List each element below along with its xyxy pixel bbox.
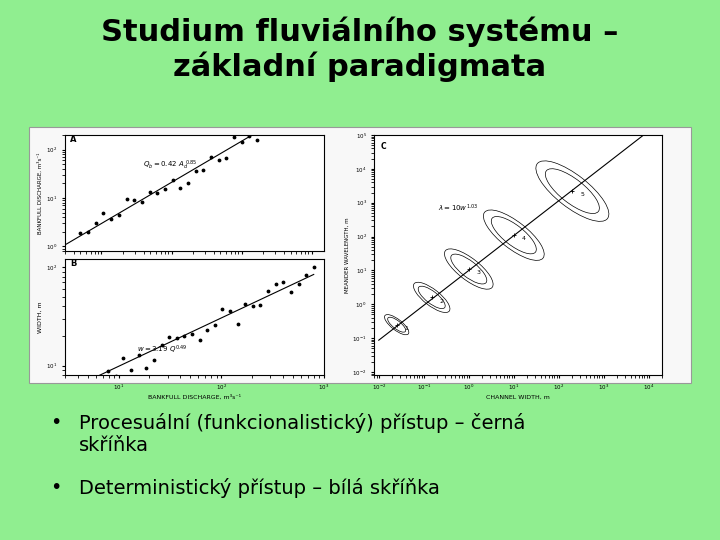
Text: Studium fluviálního systému –
základní paradigmata: Studium fluviálního systému – základní p…	[102, 16, 618, 82]
Y-axis label: WIDTH, m: WIDTH, m	[38, 301, 43, 333]
X-axis label: DRAINAGE AREA, km²: DRAINAGE AREA, km²	[161, 271, 228, 276]
Text: •: •	[50, 413, 62, 432]
Text: $Q_b = 0.42\ A_d^{\ 0.85}$: $Q_b = 0.42\ A_d^{\ 0.85}$	[143, 159, 197, 172]
Text: 2: 2	[440, 299, 444, 303]
Text: 4: 4	[522, 237, 526, 241]
Y-axis label: BANKFULL DISCHARGE, m³s⁻¹: BANKFULL DISCHARGE, m³s⁻¹	[38, 152, 43, 234]
Text: 1: 1	[405, 326, 408, 331]
Y-axis label: MEANDER WAVELENGTH, m: MEANDER WAVELENGTH, m	[345, 217, 350, 293]
FancyBboxPatch shape	[29, 127, 691, 383]
X-axis label: CHANNEL WIDTH, m: CHANNEL WIDTH, m	[487, 395, 550, 400]
X-axis label: BANKFULL DISCHARGE, m³s⁻¹: BANKFULL DISCHARGE, m³s⁻¹	[148, 395, 241, 400]
Text: $\lambda = 10w^{1.03}$: $\lambda = 10w^{1.03}$	[438, 203, 478, 214]
Text: C: C	[380, 142, 386, 151]
Text: 3: 3	[477, 271, 481, 275]
Text: A: A	[70, 135, 76, 144]
Text: $w = 3.19\ Q^{0.49}$: $w = 3.19\ Q^{0.49}$	[138, 343, 188, 355]
Text: Deterministický přístup – bílá skříňka: Deterministický přístup – bílá skříňka	[79, 478, 440, 498]
Text: 5: 5	[580, 192, 584, 198]
Text: •: •	[50, 478, 62, 497]
Text: Procesuální (funkcionalistický) přístup – černá
skříňka: Procesuální (funkcionalistický) přístup …	[79, 413, 526, 455]
Text: B: B	[70, 259, 76, 268]
